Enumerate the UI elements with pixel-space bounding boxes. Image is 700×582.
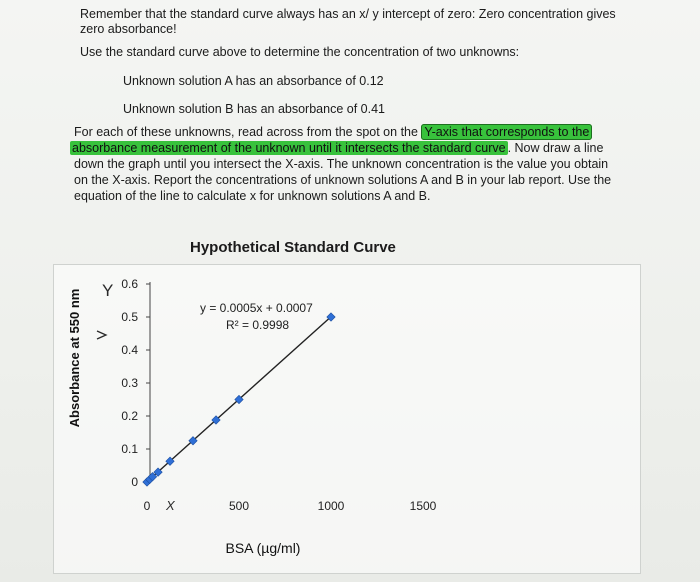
x-tick-label: 1500: [410, 499, 437, 513]
x-tick-label: 1000: [318, 499, 345, 513]
instruction-line-1: Remember that the standard curve always …: [80, 7, 616, 21]
x-axis-title: BSA (µg/ml): [226, 540, 301, 556]
handwritten-x: X: [165, 498, 176, 513]
instruction-line-2: zero absorbance!: [80, 22, 177, 36]
x-tick-label: 500: [229, 499, 249, 513]
data-point: [147, 472, 158, 482]
paragraph-line-2-text: . Now draw a line: [507, 141, 604, 155]
x-tick-label: 0: [144, 499, 151, 513]
data-point: [326, 312, 336, 322]
trendline-equation: y = 0.0005x + 0.0007: [200, 301, 313, 315]
highlight-absorbance: absorbance measurement of the unknown un…: [70, 141, 508, 155]
paragraph-line-1-text: For each of these unknowns, read across …: [74, 125, 422, 139]
unknown-b-text: Unknown solution B has an absorbance of …: [123, 102, 385, 116]
data-point: [211, 415, 221, 425]
data-point: [188, 436, 198, 446]
chart-frame: [53, 264, 641, 574]
handwritten-y: Y: [102, 281, 113, 300]
chart-title: Hypothetical Standard Curve: [190, 239, 396, 256]
data-point: [153, 467, 163, 477]
handwritten-arrow-icon: [96, 330, 108, 340]
unknown-a-text: Unknown solution A has an absorbance of …: [123, 74, 384, 88]
data-point: [165, 456, 175, 466]
instruction-line-3: Use the standard curve above to determin…: [80, 45, 520, 59]
highlight-y-axis: Y-axis that corresponds to the: [421, 124, 593, 140]
paragraph-line-1: For each of these unknowns, read across …: [74, 124, 593, 140]
y-tick-label: 0.5: [121, 310, 138, 324]
r-squared-label: R² = 0.9998: [226, 318, 289, 332]
y-tick-label: 0.3: [121, 376, 138, 390]
y-tick-label: 0.2: [121, 409, 138, 423]
paragraph-line-4: on the X-axis. Report the concentrations…: [74, 173, 612, 187]
paragraph-line-2: absorbance measurement of the unknown un…: [70, 140, 603, 156]
data-point: [234, 394, 244, 405]
y-tick-label: 0.4: [121, 343, 138, 357]
paragraph-line-5: equation of the line to calculate x for …: [74, 189, 431, 203]
y-tick-label: 0: [131, 475, 138, 489]
y-tick-label: 0.6: [121, 277, 138, 291]
y-tick-label: 0.1: [121, 442, 138, 456]
y-axis-title: Absorbance at 550 nm: [67, 289, 82, 428]
paragraph-line-3: down the graph until you intersect the X…: [74, 157, 609, 171]
